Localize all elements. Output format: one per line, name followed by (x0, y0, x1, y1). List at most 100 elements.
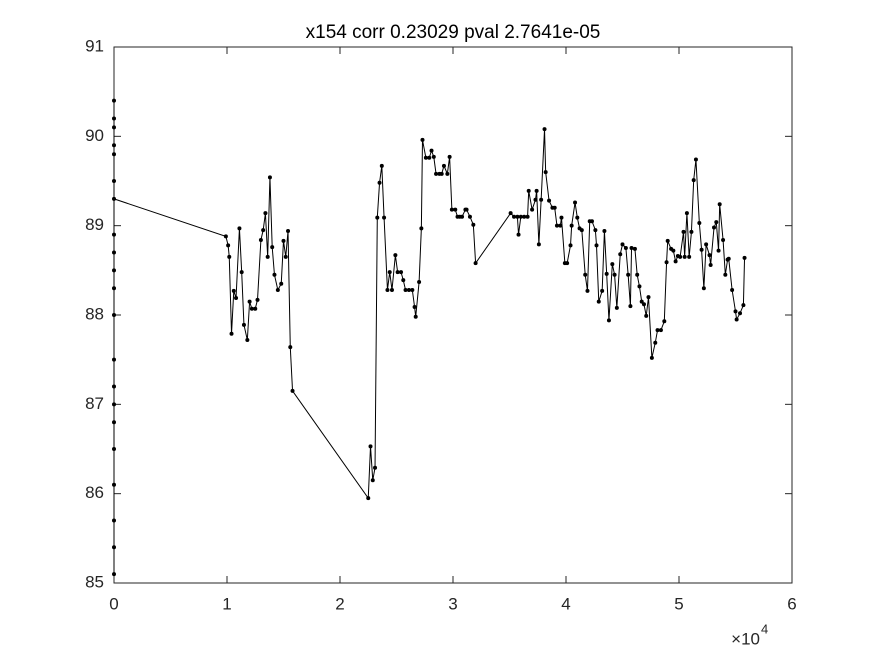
data-point (604, 271, 609, 276)
data-point (234, 296, 239, 301)
data-point (547, 198, 552, 203)
data-point (734, 317, 739, 322)
x-tick-label: 1 (222, 594, 231, 613)
data-point (678, 254, 683, 259)
data-point (606, 318, 611, 323)
data-point (389, 287, 394, 292)
data-point (410, 287, 415, 292)
data-point (542, 127, 547, 132)
data-point (290, 388, 295, 393)
data-point (600, 288, 605, 293)
data-point (275, 287, 280, 292)
data-point (558, 223, 563, 228)
data-point (112, 152, 116, 157)
data-point (602, 229, 607, 234)
data-point (441, 163, 446, 168)
data-point (403, 287, 408, 292)
data-point (406, 287, 411, 292)
x-tick-label: 6 (787, 594, 796, 613)
data-point (112, 545, 116, 550)
data-point (526, 188, 531, 193)
data-point (612, 272, 617, 277)
data-point (596, 299, 601, 304)
data-point (112, 179, 116, 183)
data-point (704, 242, 709, 247)
data-point (375, 215, 380, 220)
data-point (373, 465, 378, 470)
data-point (539, 197, 544, 202)
data-point (249, 306, 254, 311)
y-tick-label: 85 (85, 572, 104, 591)
data-point (684, 211, 689, 216)
data-point (552, 205, 557, 210)
data-point (258, 237, 263, 242)
data-point (699, 247, 704, 252)
data-point (618, 252, 623, 257)
data-point (241, 322, 246, 327)
data-point (655, 328, 660, 333)
data-point (270, 245, 275, 250)
data-point (628, 304, 633, 309)
data-point (707, 253, 712, 258)
y-tick-label: 86 (85, 483, 104, 502)
data-point (697, 220, 702, 225)
data-point (288, 345, 293, 350)
data-point (671, 248, 676, 253)
data-point (662, 319, 667, 324)
data-point (247, 299, 252, 304)
data-point (673, 259, 678, 264)
data-point (723, 272, 728, 277)
data-point (649, 355, 654, 360)
data-point (227, 254, 232, 259)
data-point (279, 281, 284, 286)
data-point (569, 223, 574, 228)
data-point (368, 444, 373, 449)
data-point (393, 253, 398, 258)
data-point (445, 171, 450, 176)
data-point (637, 284, 642, 289)
data-point (512, 214, 517, 219)
data-point (575, 215, 580, 220)
data-point (730, 287, 735, 292)
data-point (231, 288, 236, 293)
data-point (453, 207, 458, 212)
data-point (525, 214, 530, 219)
data-point (646, 295, 651, 300)
data-point (460, 214, 465, 219)
y-tick-label: 87 (85, 394, 104, 413)
data-point (395, 270, 400, 275)
data-point (286, 229, 291, 234)
data-point (464, 207, 469, 212)
data-point (281, 238, 286, 243)
data-point (620, 242, 625, 247)
data-point (543, 170, 548, 175)
data-point (534, 188, 539, 193)
data-point (573, 200, 578, 205)
data-point (427, 155, 432, 160)
data-point (530, 207, 535, 212)
data-point (379, 163, 384, 168)
y-tick-label: 91 (85, 36, 104, 55)
data-point (417, 279, 422, 284)
data-point (614, 305, 619, 310)
data-point (265, 254, 270, 259)
data-point (112, 286, 116, 291)
data-point (733, 309, 738, 314)
data-point (691, 178, 696, 183)
data-point (112, 250, 116, 255)
data-point (554, 223, 559, 228)
data-point (629, 246, 634, 250)
data-point (653, 340, 658, 345)
data-point (412, 304, 417, 309)
data-point (693, 157, 698, 162)
data-point (721, 237, 726, 242)
data-point (536, 242, 541, 247)
data-point (267, 175, 272, 180)
x-tick-label: 3 (448, 594, 457, 613)
data-point (112, 384, 116, 389)
data-point (568, 243, 573, 248)
data-point (467, 214, 472, 219)
data-point (565, 261, 570, 266)
